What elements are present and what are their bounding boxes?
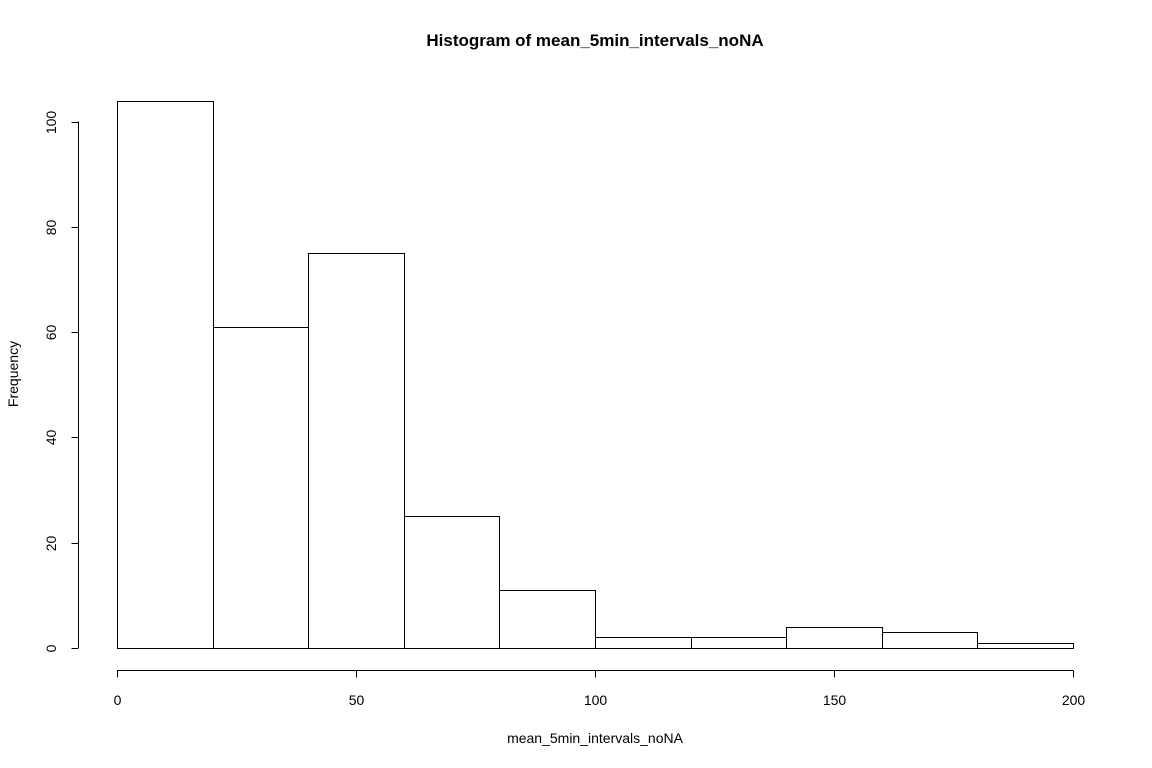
x-tick-label-0: 0 (114, 692, 122, 708)
histogram-bar-1 (213, 327, 309, 649)
y-tick-label-0: 0 (43, 644, 59, 652)
chart-title: Histogram of mean_5min_intervals_noNA (426, 31, 763, 50)
histogram-bar-6 (691, 637, 787, 649)
x-tick-label-3: 150 (823, 692, 847, 708)
x-tick-label-4: 200 (1062, 692, 1086, 708)
y-axis: 0 20 40 60 80 100 (43, 111, 79, 652)
histogram-bar-4 (499, 590, 596, 649)
y-tick-label-2: 40 (43, 430, 59, 446)
histogram-bars (117, 101, 1074, 649)
histogram-bar-9 (977, 643, 1074, 649)
histogram-bar-5 (595, 637, 692, 649)
y-tick-label-3: 60 (43, 325, 59, 341)
y-tick-label-5: 100 (43, 111, 59, 135)
histogram-bar-7 (786, 627, 883, 649)
x-tick-label-2: 100 (584, 692, 608, 708)
y-axis-label: Frequency (5, 341, 21, 407)
histogram-bar-0 (117, 101, 214, 649)
histogram-bar-3 (404, 516, 500, 649)
x-tick-label-1: 50 (349, 692, 365, 708)
y-tick-label-4: 80 (43, 220, 59, 236)
y-tick-label-1: 20 (43, 536, 59, 552)
x-axis: 0 50 100 150 200 (114, 670, 1086, 708)
histogram-bar-8 (882, 632, 978, 649)
x-axis-label: mean_5min_intervals_noNA (507, 730, 684, 746)
histogram-bar-2 (308, 253, 405, 649)
